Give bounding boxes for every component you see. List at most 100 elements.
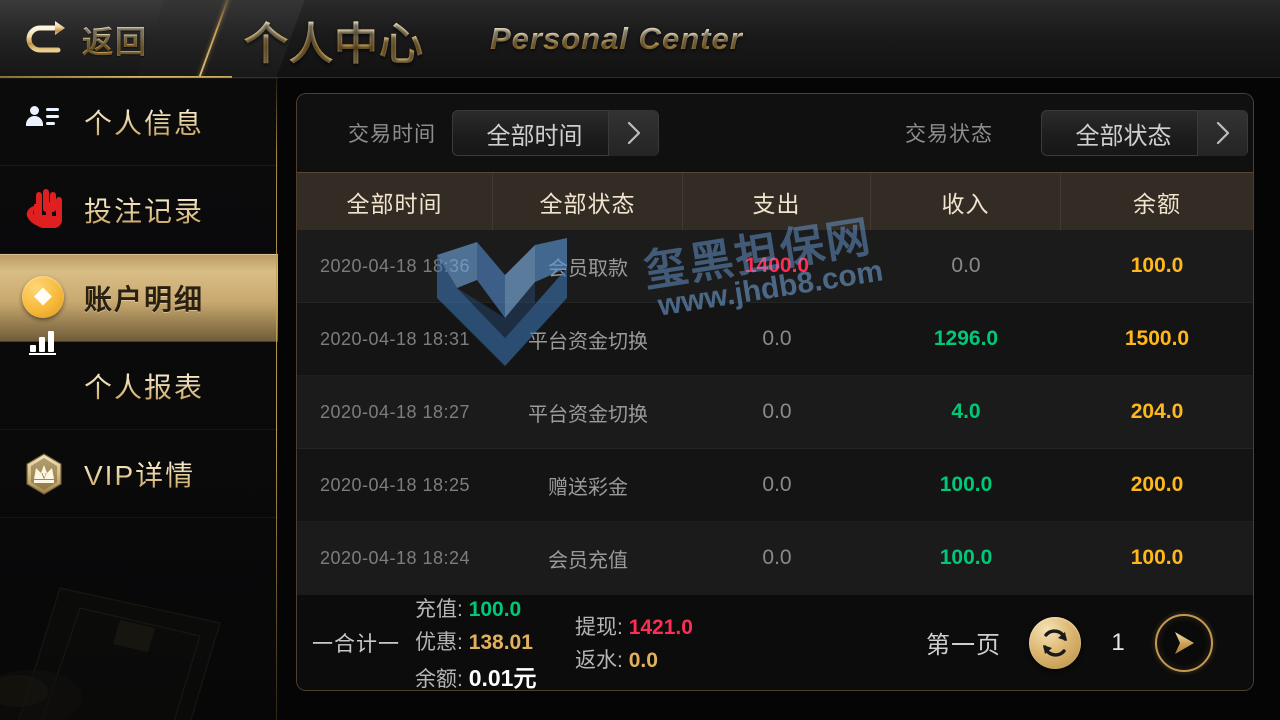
page-title-cn: 个人中心: [244, 8, 424, 72]
summary-withdraw: 提现: 1421.0: [575, 611, 785, 641]
bar-chart-icon: [22, 330, 66, 408]
sidebar-item-vip-details[interactable]: V VIP详情: [0, 430, 278, 518]
app-header: 返回 个人中心 Personal Center: [0, 0, 1280, 78]
chevron-right-icon: [608, 110, 658, 156]
column-header-balance: 余额: [1133, 190, 1181, 217]
page-title-en: Personal Center: [490, 21, 743, 56]
summary-balance-value: 0.01元: [468, 664, 537, 691]
summary-footer: 一合计一 充值: 100.0 优惠: 138.01 余额: 0.01元 提现:: [297, 593, 1253, 691]
sidebar-item-account-details[interactable]: 账户明细: [0, 254, 278, 342]
current-page-number: 1: [1111, 628, 1125, 656]
hand-icon: [22, 188, 66, 232]
summary-rebate-key: 返水:: [575, 649, 623, 672]
cell-balance: 204.0: [1130, 400, 1184, 423]
transaction-status-label: 交易状态: [905, 123, 993, 146]
summary-bonus-key: 优惠:: [415, 630, 463, 654]
cell-time: 2020-04-18 18:31: [319, 328, 471, 349]
cell-type: 会员充值: [548, 549, 628, 572]
column-header-expense: 支出: [683, 173, 871, 230]
cell-time: 2020-04-18 18:24: [319, 547, 471, 568]
next-arrow-icon: [1175, 631, 1194, 654]
sidebar-item-personal-info[interactable]: 个人信息: [0, 78, 278, 166]
refresh-button[interactable]: [1029, 616, 1081, 669]
table-row[interactable]: 2020-04-18 18:27 平台资金切换 0.0 4.0 204.0: [297, 376, 1253, 449]
column-header-income: 收入: [871, 173, 1061, 230]
header-gold-underline: [0, 76, 232, 78]
transaction-status-dropdown[interactable]: 全部状态: [1041, 110, 1248, 156]
sidebar-item-label: 投注记录: [84, 190, 204, 230]
cell-time: 2020-04-18 18:36: [319, 255, 471, 276]
summary-label: 一合计一: [312, 632, 400, 656]
summary-withdraw-value: 1421.0: [628, 616, 693, 639]
cell-expense: 0.0: [762, 546, 792, 569]
sidebar-item-label: VIP详情: [84, 454, 195, 494]
summary-bonus: 优惠: 138.01: [415, 626, 575, 656]
cell-type: 会员取款: [548, 257, 628, 280]
back-arrow-icon: [24, 19, 70, 59]
cell-expense: 0.0: [762, 400, 792, 423]
summary-deposit-value: 100.0: [468, 597, 522, 621]
diamond-coin-icon: [22, 275, 66, 320]
filter-bar: 交易时间 全部时间 交易状态 全部状态: [297, 94, 1253, 172]
summary-column-right: 提现: 1421.0 返水: 0.0: [575, 611, 785, 674]
pagination-controls: 第一页 1: [926, 613, 1253, 672]
table-row[interactable]: 2020-04-18 18:24 会员充值 0.0 100.0 100.0: [297, 522, 1253, 595]
id-card-icon: [22, 100, 66, 144]
cell-balance: 200.0: [1130, 473, 1184, 496]
back-button-label: 返回: [82, 17, 148, 62]
sidebar-item-bet-records[interactable]: 投注记录: [0, 166, 278, 254]
cell-income: 100.0: [939, 473, 993, 496]
transaction-status-value: 全部状态: [1075, 122, 1172, 150]
next-page-button[interactable]: [1155, 613, 1213, 672]
back-button[interactable]: 返回: [24, 12, 194, 66]
cell-expense: 0.0: [762, 327, 792, 350]
cell-balance: 1500.0: [1124, 327, 1190, 350]
transaction-time-value: 全部时间: [486, 122, 583, 150]
cell-type: 赠送彩金: [548, 476, 628, 499]
cell-income: 0.0: [951, 254, 981, 277]
sidebar-item-label: 个人信息: [84, 102, 204, 142]
decorative-cards-background: [0, 587, 221, 720]
svg-text:V: V: [41, 472, 47, 481]
table-row[interactable]: 2020-04-18 18:25 赠送彩金 0.0 100.0 200.0: [297, 449, 1253, 522]
sidebar: 个人信息 投注记录 账: [0, 78, 278, 720]
table-row[interactable]: 2020-04-18 18:31 平台资金切换 0.0 1296.0 1500.…: [297, 303, 1253, 376]
column-header-time: 全部时间: [297, 173, 493, 230]
cell-balance: 100.0: [1130, 546, 1184, 569]
table-row[interactable]: 2020-04-18 18:36 会员取款 1400.0 0.0 100.0: [297, 230, 1253, 303]
transaction-time-label: 交易时间: [348, 123, 436, 146]
sidebar-gold-divider: [276, 78, 277, 720]
summary-rebate-value: 0.0: [628, 649, 658, 672]
cell-balance: 100.0: [1130, 254, 1184, 277]
vip-crown-icon: V: [22, 452, 66, 496]
cell-time: 2020-04-18 18:27: [319, 401, 471, 422]
summary-bonus-value: 138.01: [468, 630, 533, 654]
chevron-right-icon: [1197, 110, 1247, 156]
cell-income: 1296.0: [933, 327, 999, 350]
table-header-row: 全部时间 全部状态 支出 收入 余额: [297, 172, 1253, 230]
summary-balance-key: 余额:: [415, 667, 463, 691]
summary-deposit-key: 充值:: [415, 597, 463, 621]
summary-withdraw-key: 提现:: [575, 616, 623, 639]
first-page-label: 第一页: [926, 632, 1001, 659]
cell-income: 4.0: [951, 400, 981, 423]
refresh-icon: [1043, 628, 1067, 657]
sidebar-item-label: 账户明细: [84, 283, 205, 315]
sidebar-item-personal-report[interactable]: 个人报表: [0, 330, 278, 430]
cell-type: 平台资金切换: [528, 403, 648, 426]
column-header-status: 全部状态: [493, 173, 683, 230]
cell-income: 100.0: [939, 546, 993, 569]
transaction-time-dropdown[interactable]: 全部时间: [452, 110, 659, 156]
cell-time: 2020-04-18 18:25: [319, 474, 471, 495]
content-panel: 交易时间 全部时间 交易状态 全部状态 全部时间 全部状态 支出 收入 余额: [296, 93, 1254, 691]
cell-expense: 1400.0: [744, 254, 810, 277]
summary-rebate: 返水: 0.0: [575, 644, 785, 674]
cell-type: 平台资金切换: [528, 330, 648, 353]
header-thin-underline: [0, 77, 1280, 78]
table-body: 2020-04-18 18:36 会员取款 1400.0 0.0 100.0 2…: [297, 212, 1253, 595]
sidebar-item-label: 个人报表: [84, 366, 204, 406]
cell-expense: 0.0: [762, 473, 792, 496]
summary-column-left: 充值: 100.0 优惠: 138.01 余额: 0.01元: [415, 593, 575, 691]
summary-deposit: 充值: 100.0: [415, 593, 575, 623]
